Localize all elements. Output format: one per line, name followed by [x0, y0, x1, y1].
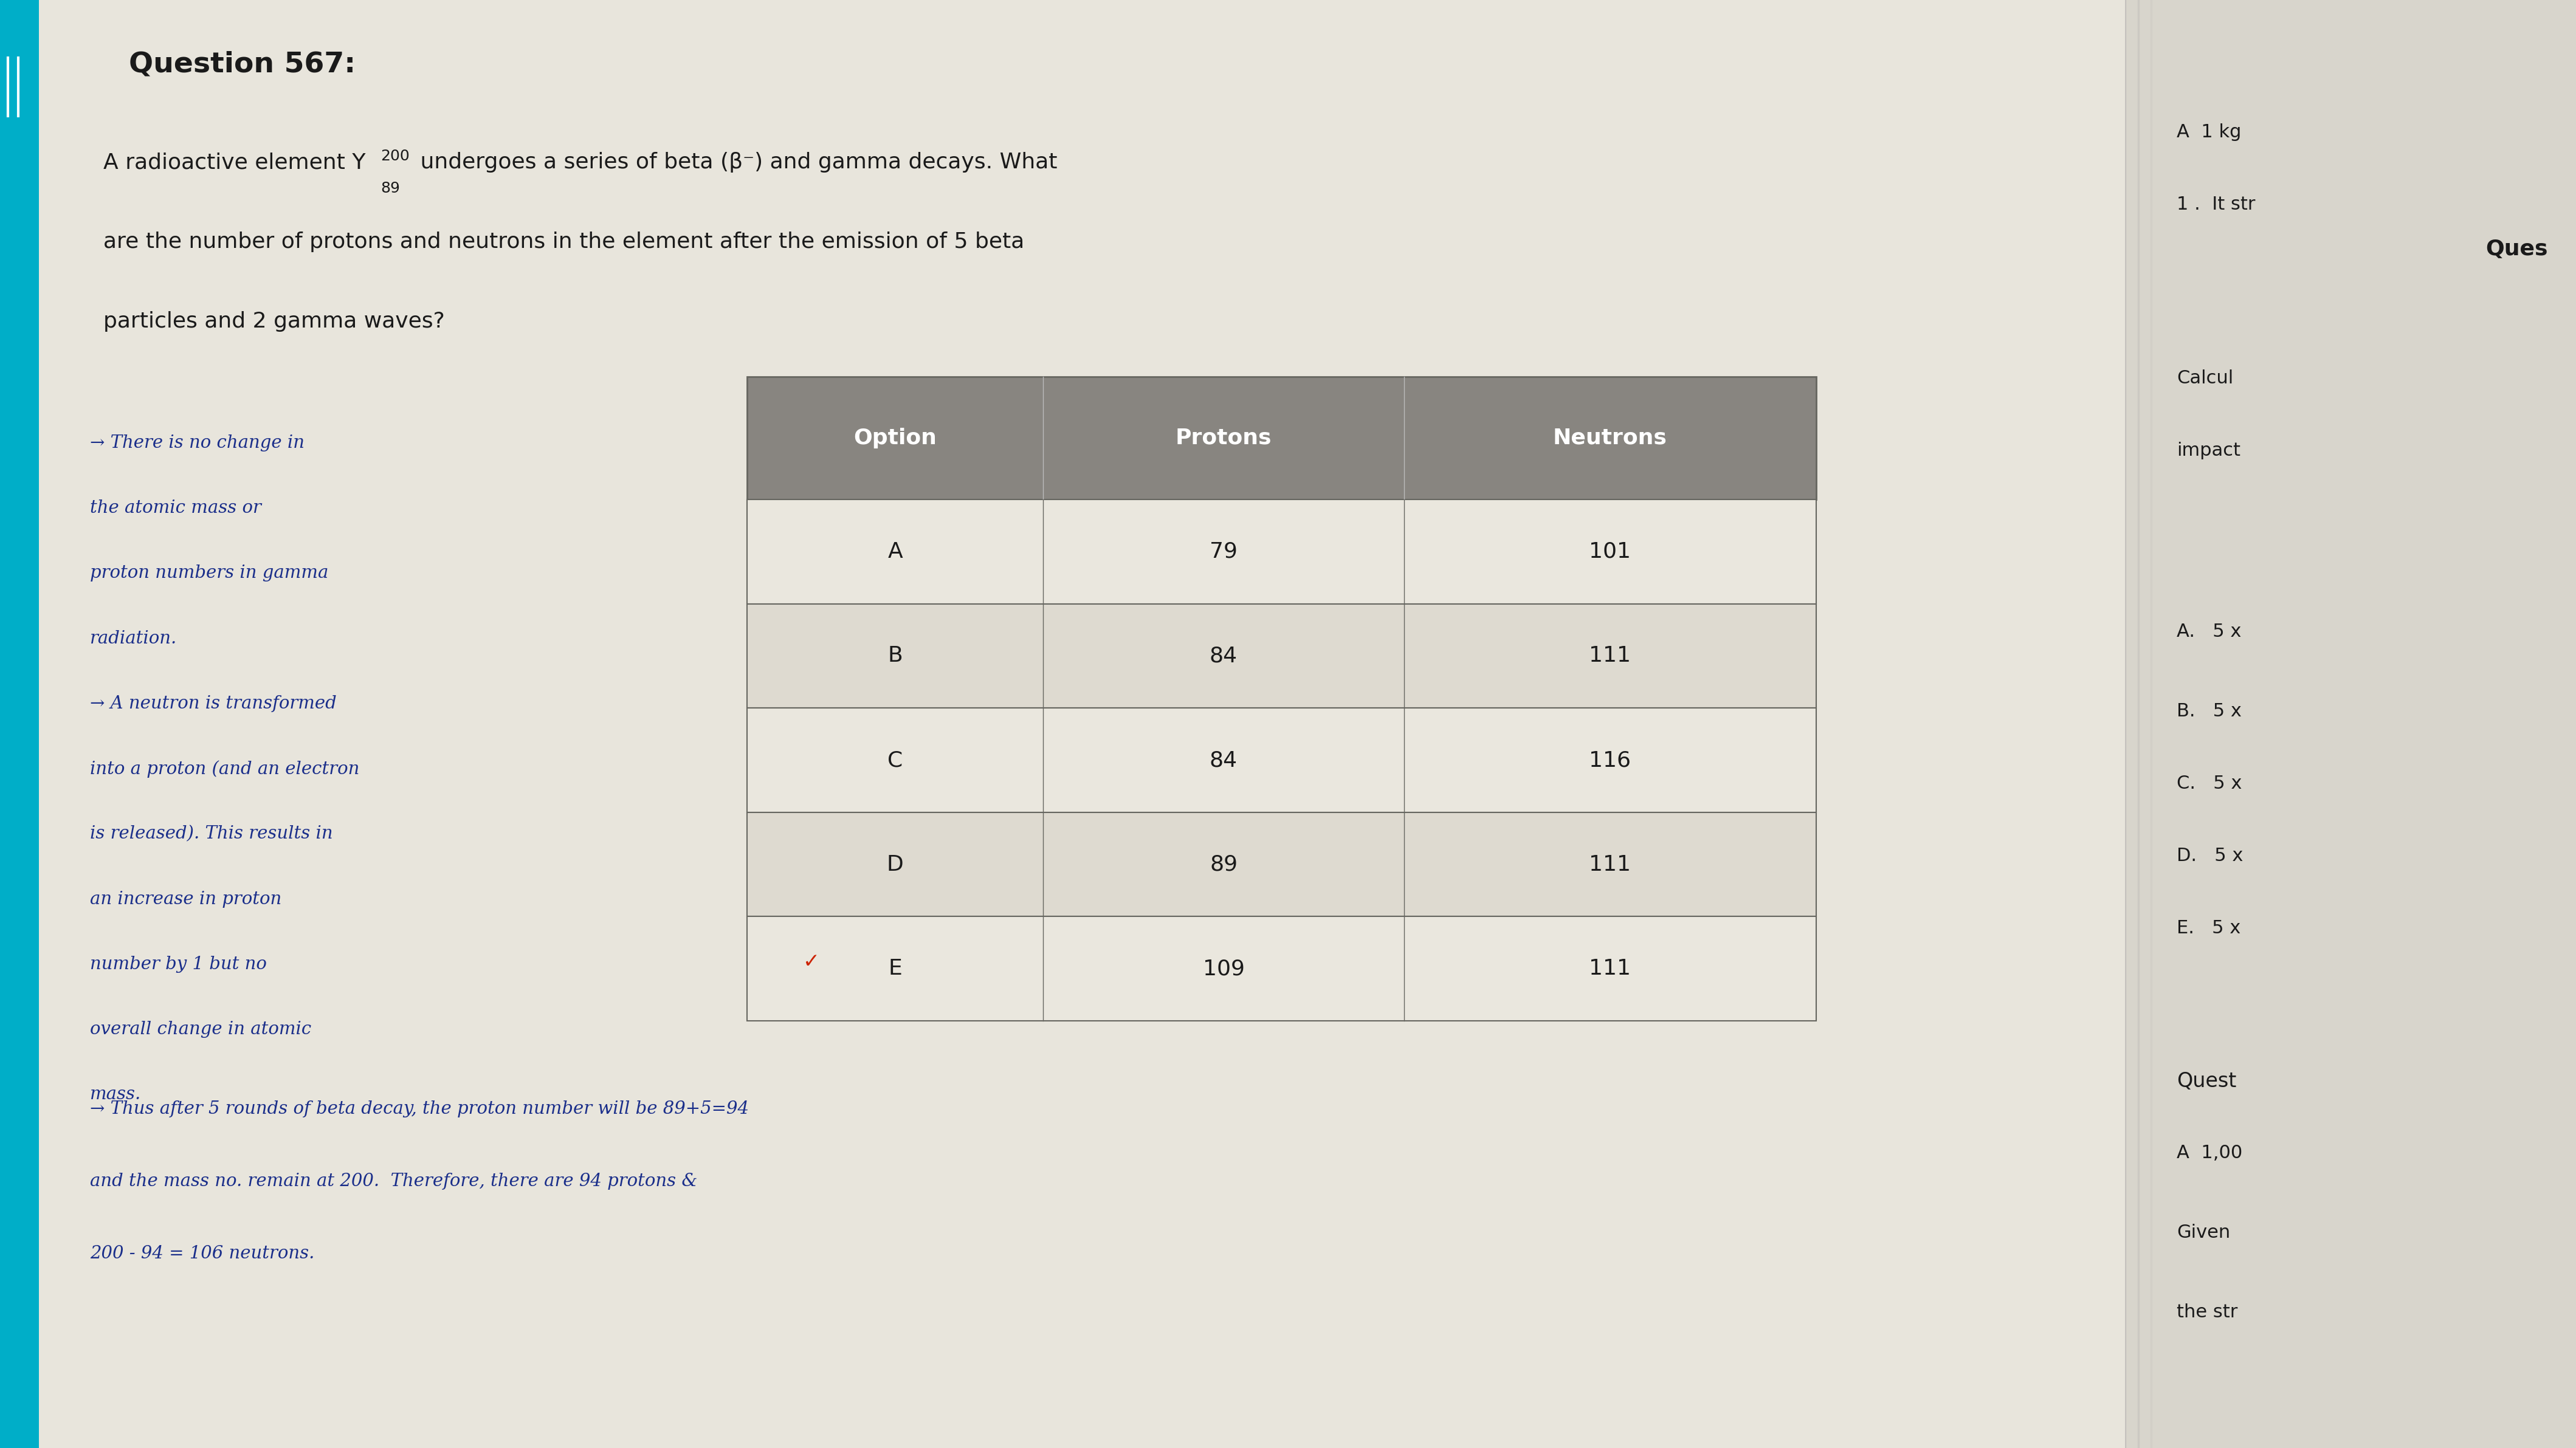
FancyBboxPatch shape	[0, 0, 39, 1448]
Text: 84: 84	[1211, 646, 1236, 666]
FancyBboxPatch shape	[39, 0, 2125, 1448]
Text: → A neutron is transformed: → A neutron is transformed	[90, 695, 337, 712]
FancyBboxPatch shape	[747, 812, 1816, 917]
Text: Ques: Ques	[2486, 239, 2548, 259]
Text: A: A	[889, 542, 902, 562]
Text: → There is no change in: → There is no change in	[90, 434, 304, 452]
Text: 111: 111	[1589, 646, 1631, 666]
Text: particles and 2 gamma waves?: particles and 2 gamma waves?	[103, 311, 446, 332]
FancyBboxPatch shape	[2125, 0, 2576, 1448]
Text: C.   5 x: C. 5 x	[2177, 775, 2241, 792]
Text: A  1,00: A 1,00	[2177, 1144, 2244, 1161]
Text: 111: 111	[1589, 959, 1631, 979]
Text: 101: 101	[1589, 542, 1631, 562]
FancyBboxPatch shape	[747, 708, 1816, 812]
Text: Calcul: Calcul	[2177, 369, 2233, 387]
Text: Protons: Protons	[1175, 427, 1273, 449]
Text: B.   5 x: B. 5 x	[2177, 702, 2241, 720]
Text: undergoes a series of beta (β⁻) and gamma decays. What: undergoes a series of beta (β⁻) and gamm…	[415, 152, 1059, 172]
Text: C: C	[889, 750, 902, 770]
Text: B: B	[889, 646, 902, 666]
Text: 1 .  It str: 1 . It str	[2177, 195, 2257, 213]
Text: mass.: mass.	[90, 1086, 142, 1103]
Text: the str: the str	[2177, 1303, 2239, 1321]
Text: A  1 kg: A 1 kg	[2177, 123, 2241, 140]
Text: 111: 111	[1589, 854, 1631, 875]
Text: an increase in proton: an increase in proton	[90, 891, 281, 908]
Text: 109: 109	[1203, 959, 1244, 979]
Text: A radioactive element Y: A radioactive element Y	[103, 152, 366, 172]
Text: the atomic mass or: the atomic mass or	[90, 500, 263, 517]
Text: Question 567:: Question 567:	[129, 51, 355, 78]
Text: E.   5 x: E. 5 x	[2177, 919, 2241, 937]
Text: and the mass no. remain at 200.  Therefore, there are 94 protons &: and the mass no. remain at 200. Therefor…	[90, 1173, 698, 1190]
Text: 79: 79	[1211, 542, 1236, 562]
Text: 89: 89	[1211, 854, 1236, 875]
Text: are the number of protons and neutrons in the element after the emission of 5 be: are the number of protons and neutrons i…	[103, 232, 1025, 252]
Text: Quest: Quest	[2177, 1072, 2236, 1092]
FancyBboxPatch shape	[747, 604, 1816, 708]
Text: number by 1 but no: number by 1 but no	[90, 956, 268, 973]
Text: proton numbers in gamma: proton numbers in gamma	[90, 565, 330, 582]
Text: → Thus after 5 rounds of beta decay, the proton number will be 89+5=94: → Thus after 5 rounds of beta decay, the…	[90, 1100, 750, 1118]
Text: 200: 200	[381, 149, 410, 164]
FancyBboxPatch shape	[747, 500, 1816, 604]
Text: D.   5 x: D. 5 x	[2177, 847, 2244, 864]
Text: Neutrons: Neutrons	[1553, 427, 1667, 449]
Text: overall change in atomic: overall change in atomic	[90, 1021, 312, 1038]
Text: 200 - 94 = 106 neutrons.: 200 - 94 = 106 neutrons.	[90, 1245, 314, 1263]
Text: ✓: ✓	[804, 951, 819, 972]
Text: impact: impact	[2177, 442, 2241, 459]
Text: D: D	[886, 854, 904, 875]
FancyBboxPatch shape	[747, 376, 1816, 500]
Text: Given: Given	[2177, 1224, 2231, 1241]
Text: A.   5 x: A. 5 x	[2177, 623, 2241, 640]
FancyBboxPatch shape	[747, 917, 1816, 1021]
Text: Option: Option	[853, 427, 938, 449]
Text: radiation.: radiation.	[90, 630, 178, 647]
Text: 84: 84	[1211, 750, 1236, 770]
Text: E: E	[889, 959, 902, 979]
Text: is released). This results in: is released). This results in	[90, 825, 332, 843]
Text: 116: 116	[1589, 750, 1631, 770]
Text: 89: 89	[381, 181, 399, 195]
Text: into a proton (and an electron: into a proton (and an electron	[90, 760, 361, 778]
